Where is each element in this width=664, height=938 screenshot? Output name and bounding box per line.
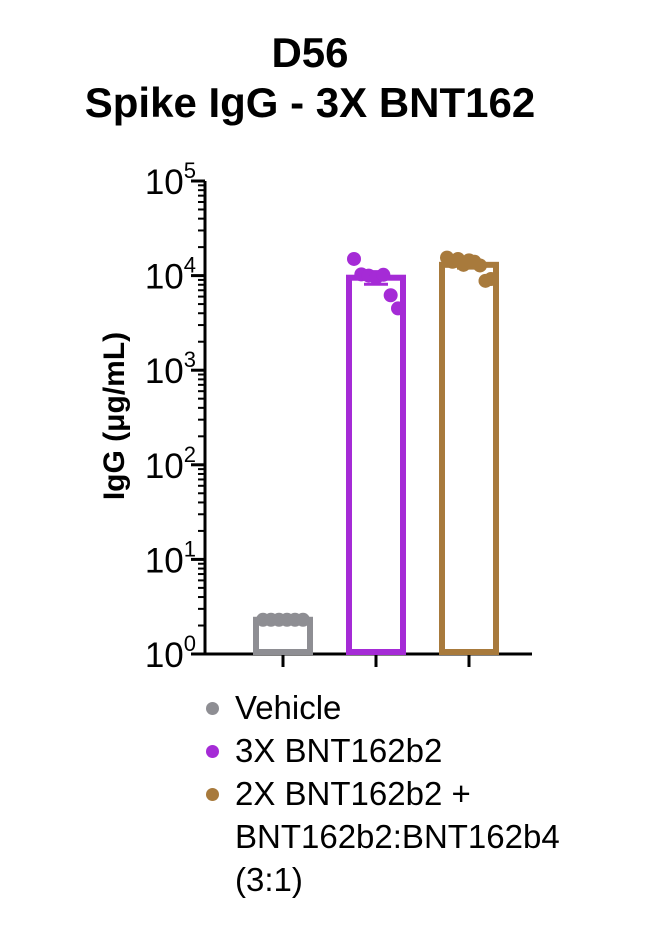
- y-tick-label: 102: [145, 442, 196, 486]
- data-point: [296, 612, 310, 627]
- legend-marker: [206, 702, 219, 715]
- y-tick-label: 103: [145, 347, 196, 391]
- chart-subtitle: Spike IgG - 3X BNT162: [84, 79, 536, 126]
- bar: [346, 274, 406, 655]
- bars: [253, 260, 499, 655]
- legend-marker: [206, 788, 219, 801]
- legend-label: 3X BNT162b2: [235, 732, 443, 769]
- legend-item-3x-bnt162b2: 3X BNT162b2: [206, 729, 560, 772]
- legend-marker: [206, 745, 219, 758]
- legend-label: Vehicle: [235, 689, 342, 726]
- y-tick-label: 101: [145, 536, 196, 580]
- legend-item-vehicle: Vehicle: [206, 686, 560, 729]
- data-point: [376, 267, 391, 282]
- data-point: [383, 288, 398, 303]
- bar-chart: 100 101 102 103 104 105 IgG (μg/mL): [98, 158, 532, 675]
- data-point: [347, 251, 361, 266]
- chart-title: D56: [271, 29, 349, 76]
- data-points: [256, 250, 498, 627]
- data-point: [484, 272, 498, 287]
- x-axis: [205, 652, 532, 667]
- y-tick-label: 104: [145, 253, 196, 297]
- y-axis-label: IgG (μg/mL): [98, 332, 131, 500]
- data-point: [473, 258, 487, 273]
- data-point: [391, 301, 405, 316]
- legend-label: 2X BNT162b2 + BNT162b2:BNT162b4 (3:1): [235, 775, 560, 898]
- legend-item-2x-bnt162b2-plus-b4: 2X BNT162b2 + BNT162b2:BNT162b4 (3:1): [206, 772, 560, 901]
- legend: Vehicle 3X BNT162b2 2X BNT162b2 + BNT162…: [206, 686, 560, 901]
- chart-title-block: D56 Spike IgG - 3X BNT162: [0, 28, 620, 128]
- y-tick-label: 105: [145, 158, 196, 202]
- y-tick-label: 100: [145, 631, 196, 675]
- bar: [439, 261, 499, 655]
- y-axis: 100 101 102 103 104 105: [145, 158, 207, 675]
